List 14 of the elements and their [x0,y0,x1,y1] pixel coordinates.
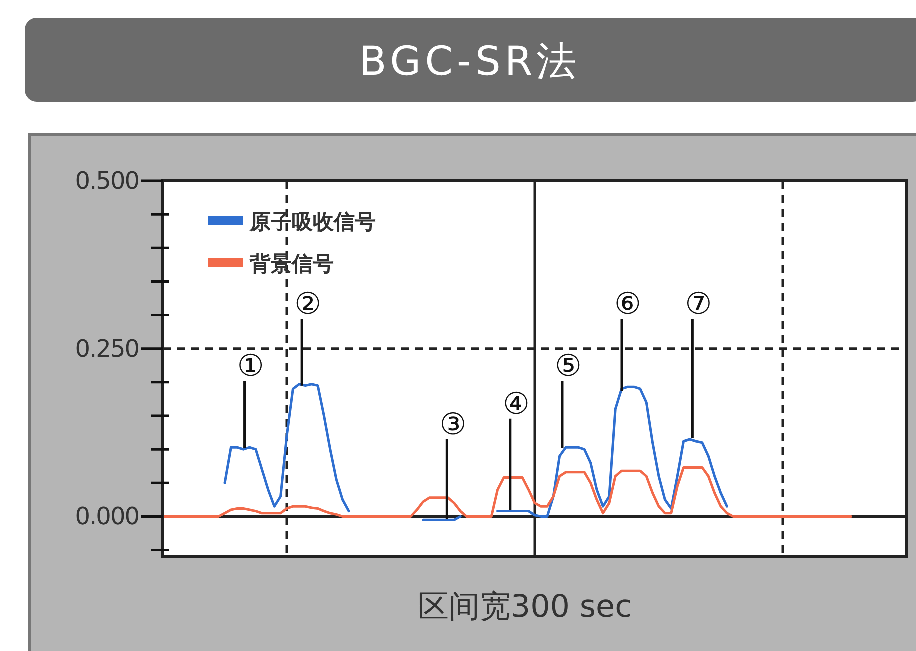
annotation: ② [294,287,322,322]
chart-title: BGC-SR法 [359,39,581,85]
legend-label: 原子吸收信号 [249,210,376,234]
y-tick-label: 0.500 [75,167,139,195]
annotation: ④ [502,386,530,422]
y-tick-label: 0.000 [75,502,139,531]
annotation: ⑤ [555,349,582,384]
annotation: ① [237,349,264,384]
legend-label: 背景信号 [249,252,334,276]
annotation: ③ [440,408,467,443]
annotation: ⑥ [614,287,642,322]
x-axis-title: 区间宽300 sec [418,589,632,625]
y-tick-label: 0.250 [75,334,139,363]
annotation: ⑦ [685,287,712,322]
